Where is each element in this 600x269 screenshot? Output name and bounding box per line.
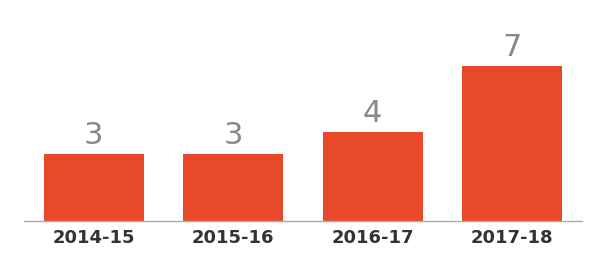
Bar	[323, 132, 423, 221]
Bar	[44, 154, 144, 221]
Text: 3: 3	[223, 121, 243, 150]
Text: 3: 3	[84, 121, 104, 150]
Bar	[183, 154, 283, 221]
Text: 7: 7	[503, 33, 522, 62]
Text: 4: 4	[363, 99, 382, 128]
Bar	[462, 66, 562, 221]
